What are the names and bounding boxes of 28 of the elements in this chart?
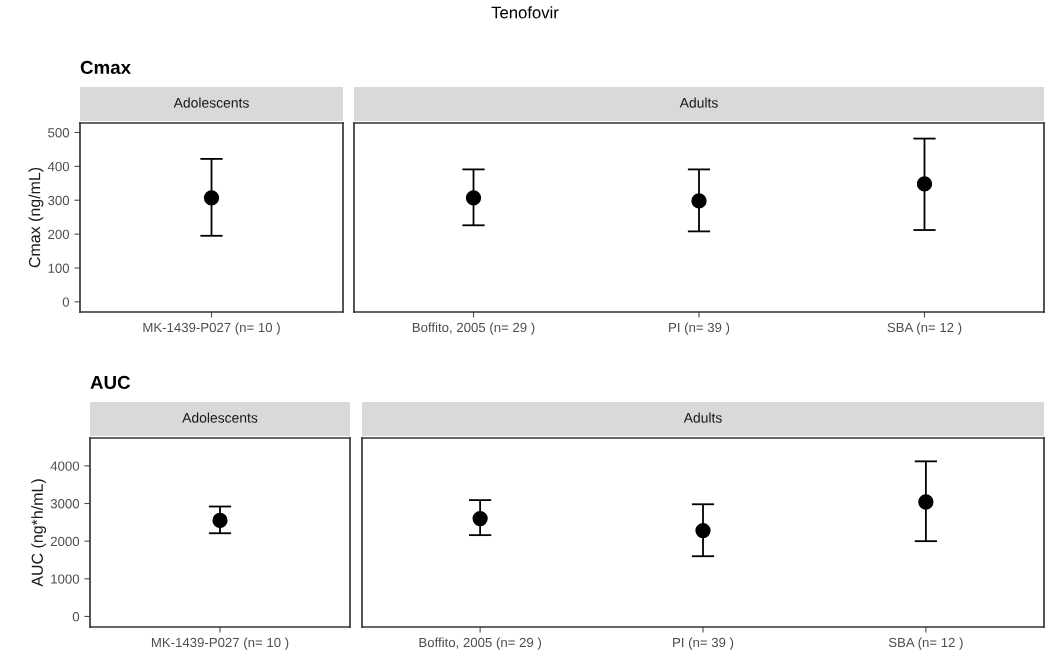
text: Tenofovir (491, 6, 559, 19)
y-axis-title: AUC (ng*h/mL) (31, 479, 47, 587)
y-tick-label: 0 (72, 612, 80, 622)
y-tick-label: 4000 (50, 461, 80, 471)
x-tick-label: MK-1439-P027 (n= 10 ) (151, 637, 289, 650)
chart-title: Adolescents (182, 412, 258, 423)
y-tick-label: 100 (48, 263, 70, 273)
x-tick-label: SBA (n= 12 ) (888, 637, 963, 650)
chart-title: Adults (683, 412, 722, 423)
y-tick-label: 2000 (50, 536, 80, 547)
chart-title: Adolescents (173, 97, 249, 108)
x-tick-label: PI (n= 39 ) (669, 322, 730, 335)
chart-subtitle: AUC (90, 375, 131, 390)
x-tick-label: PI (n= 39 ) (673, 637, 734, 650)
x-tick-label: Boffito, 2005 (n= 29 ) (412, 322, 535, 335)
y-tick-label: 200 (48, 229, 70, 240)
y-tick-label: 500 (48, 128, 70, 138)
y-tick-label: 0 (62, 297, 70, 307)
y-tick-label: 400 (47, 161, 70, 172)
x-tick-label: Boffito, 2005 (n= 29 ) (419, 637, 541, 650)
y-axis-title: Cmax (ng/mL) (28, 167, 44, 268)
chart-title: Adults (679, 97, 718, 108)
y-tick-label: 1000 (51, 574, 80, 584)
y-tick-label: 3000 (50, 499, 80, 509)
x-tick-label: SBA (n= 12 ) (887, 322, 962, 335)
x-tick-label: MK-1439-P027 (n= 10 ) (143, 322, 280, 335)
chart-subtitle: Cmax (80, 60, 131, 75)
y-tick-label: 300 (48, 195, 70, 206)
